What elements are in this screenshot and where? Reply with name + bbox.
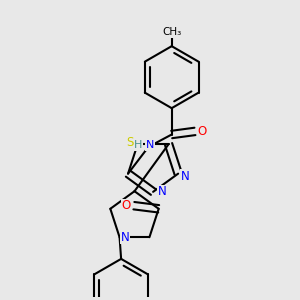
Text: H: H [134, 140, 143, 150]
Text: N: N [181, 169, 189, 183]
Text: N: N [146, 140, 154, 150]
Text: N: N [158, 185, 166, 198]
Text: O: O [122, 199, 131, 212]
Text: CH₃: CH₃ [162, 27, 181, 37]
Text: N: N [121, 231, 130, 244]
Text: S: S [126, 136, 134, 149]
Text: O: O [197, 125, 206, 138]
